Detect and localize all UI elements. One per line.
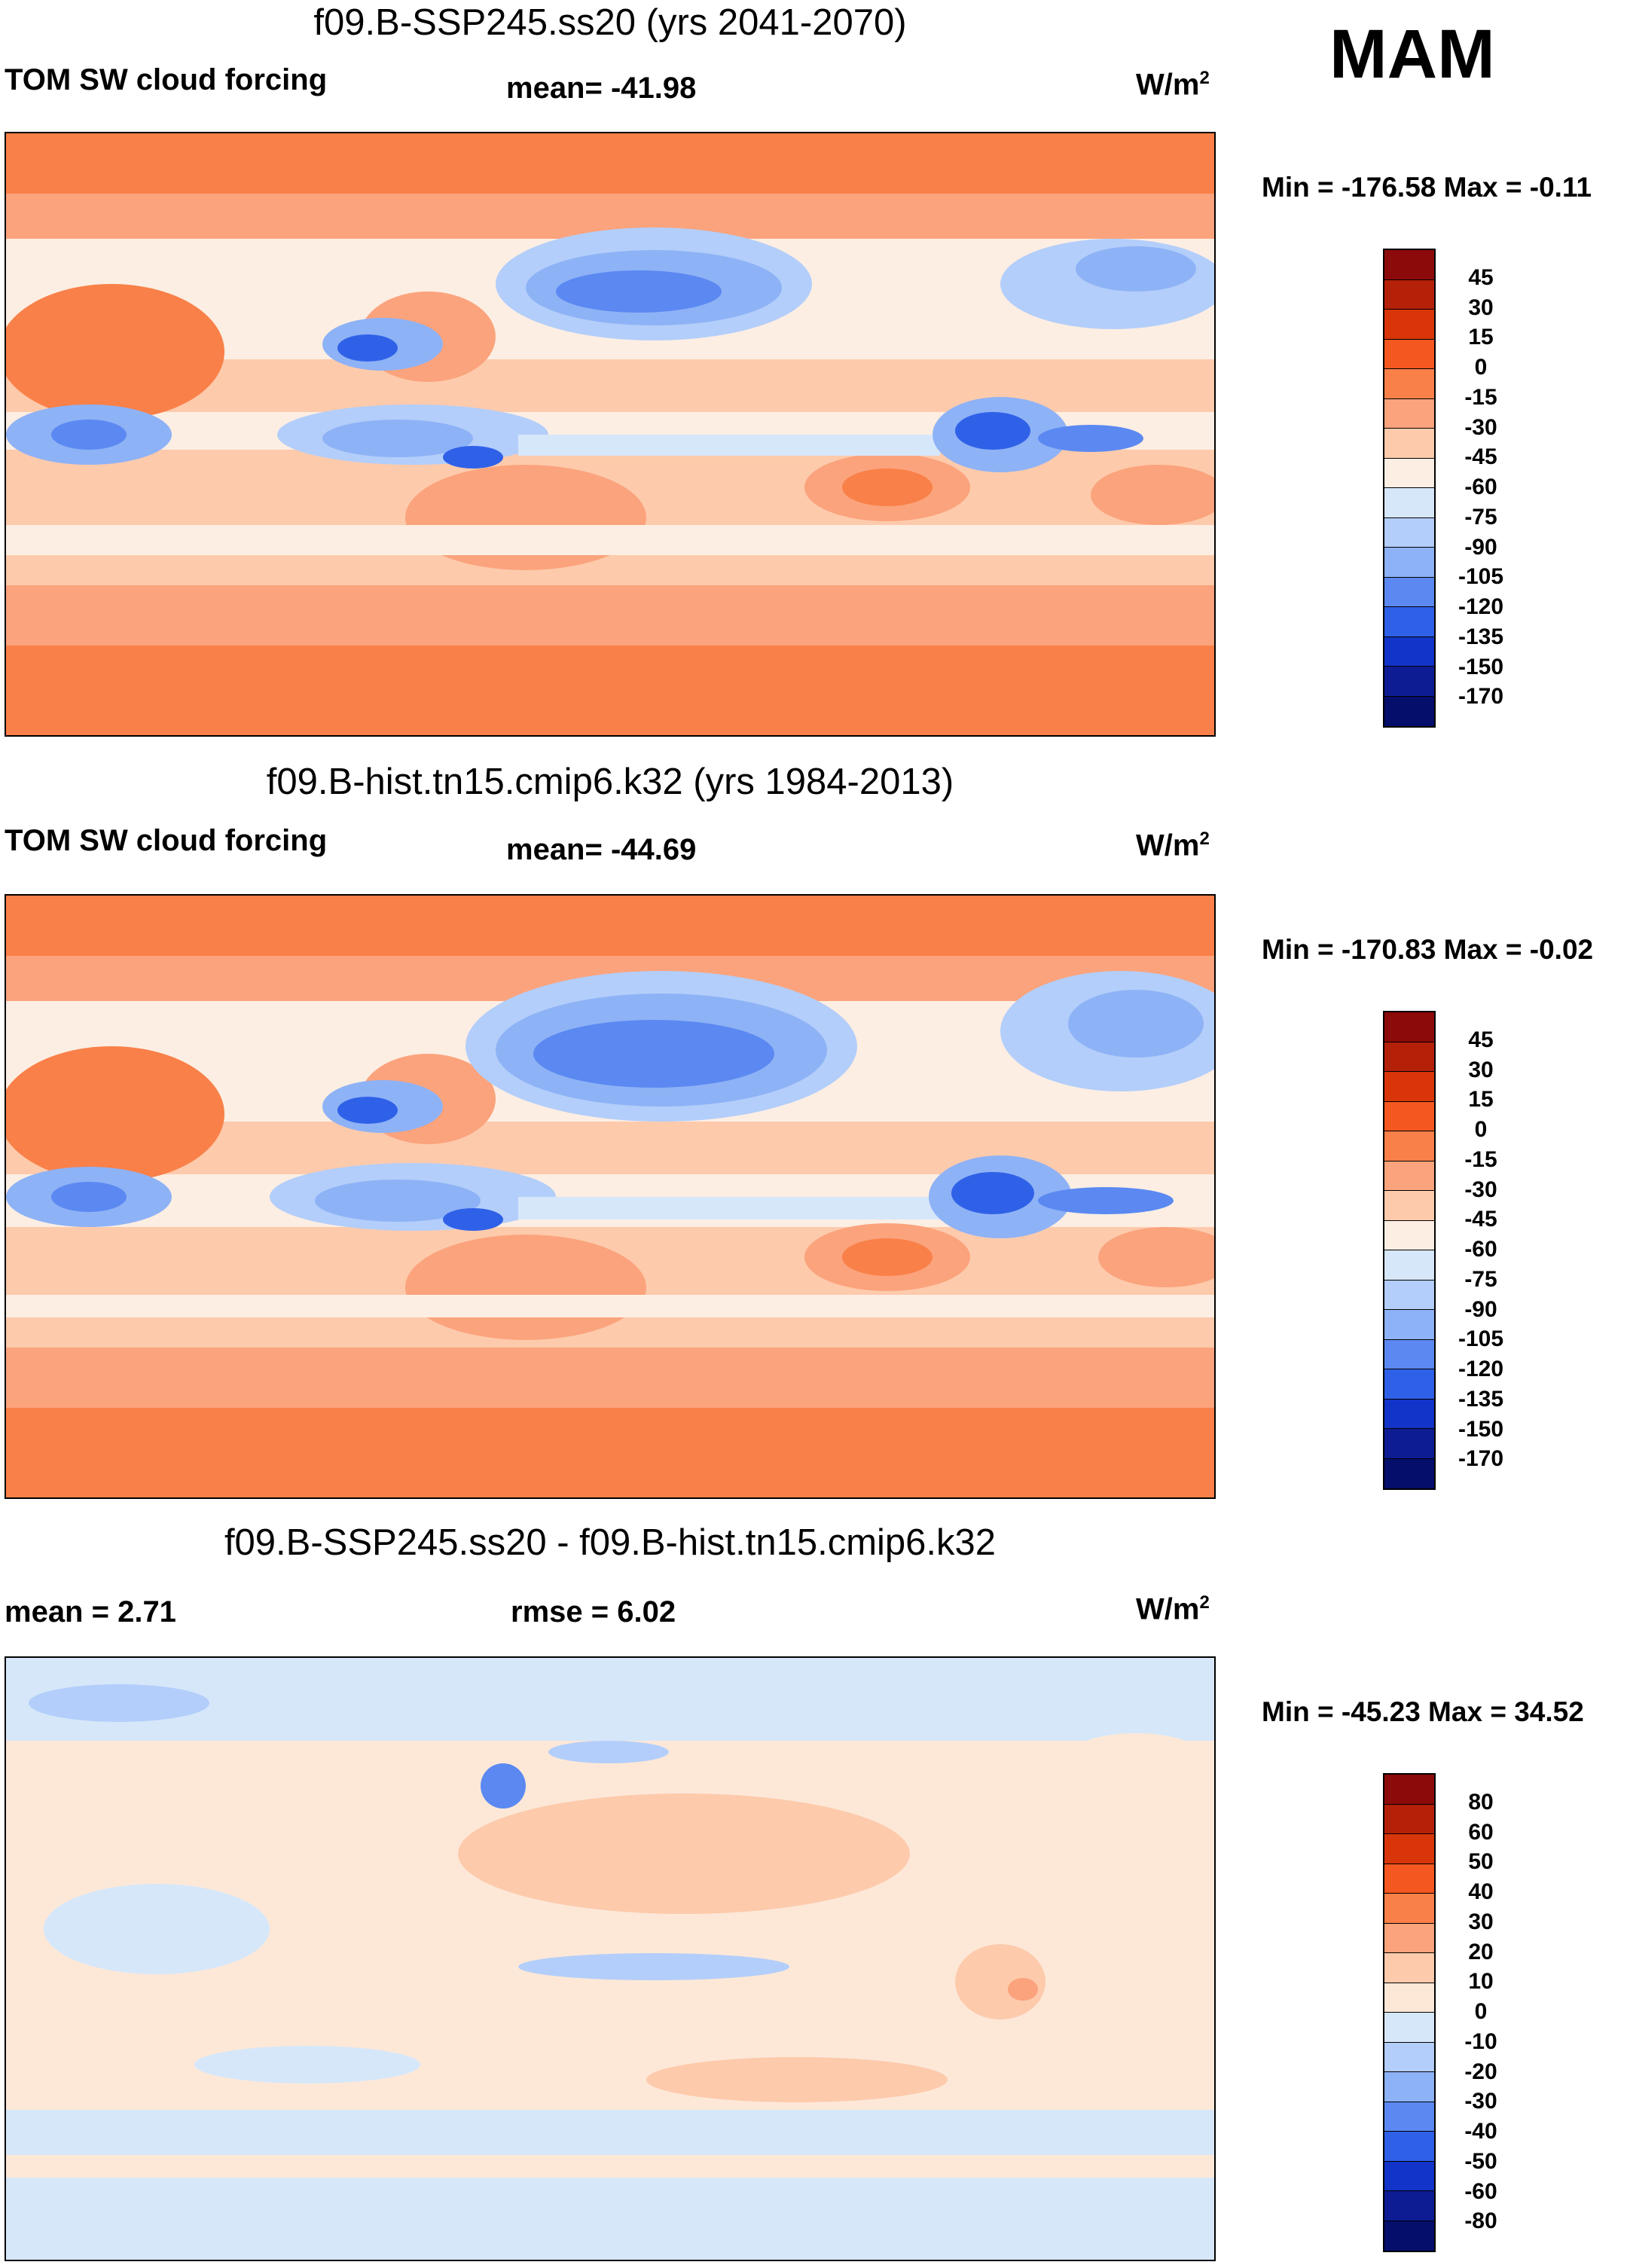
panel3-rmse-label: rmse = 6.02	[511, 1595, 676, 1629]
cbar-label: -135	[1458, 624, 1504, 649]
cbar-label: 30	[1468, 1909, 1494, 1934]
panel3-units: W/m2	[1136, 1592, 1210, 1626]
cbar-label: -30	[1464, 1177, 1497, 1202]
cbar-label: -15	[1464, 1147, 1497, 1172]
panel1-map	[5, 132, 1216, 737]
cbar-label: 0	[1474, 1999, 1488, 2024]
cbar-label: -30	[1464, 415, 1497, 440]
panel2-colorbar	[1383, 1011, 1436, 1490]
panel2-minmax: Min = -170.83 Max = -0.02	[1262, 934, 1594, 965]
cbar-label: -45	[1464, 1207, 1497, 1232]
panel2-units: W/m2	[1136, 829, 1210, 862]
panel3-mean-label: mean = 2.71	[5, 1595, 176, 1629]
cbar-label: -15	[1464, 385, 1497, 410]
cbar-label: -75	[1464, 505, 1497, 530]
cbar-label: -170	[1458, 1446, 1504, 1471]
cbar-label: -170	[1458, 684, 1504, 709]
cbar-label: 10	[1468, 1969, 1494, 1994]
cbar-label: -120	[1458, 594, 1504, 619]
panel3-minmax: Min = -45.23 Max = 34.52	[1262, 1696, 1584, 1727]
panel3-title: f09.B-SSP245.ss20 - f09.B-hist.tn15.cmip…	[224, 1522, 997, 1563]
cbar-label: -150	[1458, 655, 1504, 679]
panel1-colorbar	[1383, 249, 1436, 728]
panel3-map	[5, 1656, 1216, 2261]
cbar-label: -60	[1464, 1237, 1497, 1262]
panel2-map	[5, 894, 1216, 1499]
panel3-colorbar	[1383, 1773, 1436, 2252]
cbar-label: -45	[1464, 444, 1497, 469]
cbar-label: -90	[1464, 535, 1497, 560]
cbar-label: -105	[1458, 564, 1504, 589]
cbar-label: -80	[1464, 2208, 1497, 2233]
cbar-label: -90	[1464, 1297, 1497, 1322]
cbar-label: 40	[1468, 1879, 1494, 1904]
cbar-label: 50	[1468, 1849, 1494, 1874]
cbar-label: -60	[1464, 2179, 1497, 2204]
cbar-label: -60	[1464, 475, 1497, 499]
panel2-mean-label: mean= -44.69	[506, 833, 697, 866]
panel2-title: f09.B-hist.tn15.cmip6.k32 (yrs 1984-2013…	[266, 762, 954, 802]
cbar-label: -40	[1464, 2119, 1497, 2144]
cbar-label: -50	[1464, 2149, 1497, 2174]
cbar-label: -105	[1458, 1326, 1504, 1351]
panel1-minmax: Min = -176.58 Max = -0.11	[1262, 172, 1592, 203]
cbar-label: 0	[1474, 355, 1488, 380]
cbar-label: 15	[1468, 1087, 1494, 1112]
panel1-title: f09.B-SSP245.ss20 (yrs 2041-2070)	[313, 2, 907, 43]
cbar-label: -20	[1464, 2059, 1497, 2084]
cbar-label: 0	[1474, 1117, 1488, 1142]
cbar-label: 15	[1468, 325, 1494, 350]
panel1-units: W/m2	[1136, 68, 1210, 102]
cbar-label: -75	[1464, 1267, 1497, 1292]
season-label: MAM	[1329, 16, 1495, 93]
cbar-label: 60	[1468, 1820, 1494, 1845]
cbar-label: -30	[1464, 2089, 1497, 2114]
cbar-label: -120	[1458, 1357, 1504, 1381]
cbar-label: 80	[1468, 1790, 1494, 1815]
cbar-label: 45	[1468, 265, 1494, 290]
cbar-label: -150	[1458, 1417, 1504, 1442]
panel2-variable-label: TOM SW cloud forcing	[5, 824, 328, 857]
cbar-label: -135	[1458, 1387, 1504, 1412]
cbar-label: 20	[1468, 1940, 1494, 1964]
cbar-label: -10	[1464, 2029, 1497, 2054]
cbar-label: 30	[1468, 1058, 1494, 1082]
panel1-variable-label: TOM SW cloud forcing	[5, 63, 328, 96]
panel1-mean-label: mean= -41.98	[506, 72, 697, 105]
cbar-label: 30	[1468, 295, 1494, 320]
cbar-label: 45	[1468, 1027, 1494, 1052]
